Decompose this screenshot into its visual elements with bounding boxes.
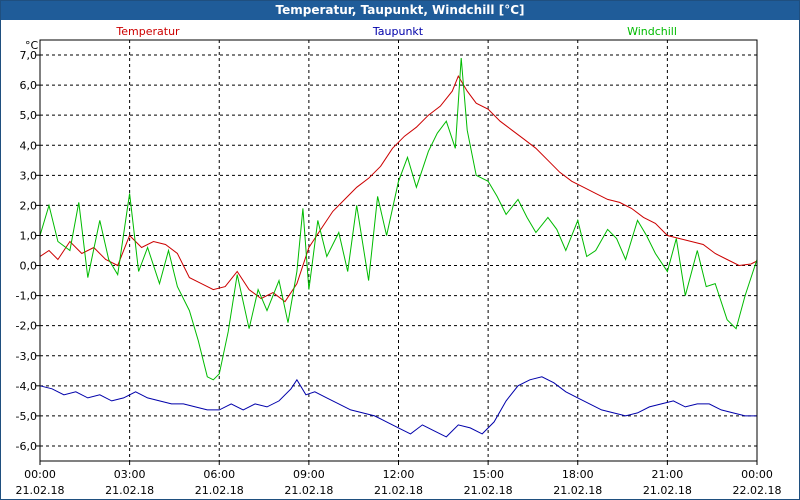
x-tick-date: 21.02.18 [643, 484, 692, 497]
y-tick-label: -1,0 [16, 290, 37, 303]
y-tick-label: -5,0 [16, 410, 37, 423]
y-tick-label: 2,0 [20, 199, 38, 212]
series-line-windchill [39, 57, 758, 381]
x-tick-time: 09:00 [293, 468, 325, 481]
x-tick-time: 15:00 [472, 468, 504, 481]
x-tick-time: 06:00 [203, 468, 235, 481]
x-tick-date: 21.02.18 [284, 484, 333, 497]
x-tick-time: 03:00 [114, 468, 146, 481]
y-tick-label: -6,0 [16, 440, 37, 453]
chart-title: Temperatur, Taupunkt, Windchill [°C] [1, 1, 799, 20]
x-tick-time: 18:00 [562, 468, 594, 481]
x-tick-date: 21.02.18 [105, 484, 154, 497]
y-tick-label: -4,0 [16, 380, 37, 393]
x-tick-date: 21.02.18 [16, 484, 65, 497]
series-line-taupunkt [39, 376, 757, 438]
legend-temperatur: Temperatur [115, 25, 180, 38]
y-tick-label: 0,0 [20, 260, 38, 273]
y-tick-label: 6,0 [20, 79, 38, 92]
x-tick-date: 22.02.18 [733, 484, 782, 497]
y-tick-label: 7,0 [20, 49, 38, 62]
series-lines [39, 57, 758, 438]
y-axis-unit: °C [25, 39, 39, 52]
legend-taupunkt: Taupunkt [372, 25, 424, 38]
x-tick-date: 21.02.18 [553, 484, 602, 497]
x-tick-date: 21.02.18 [464, 484, 513, 497]
y-tick-label: 5,0 [20, 109, 38, 122]
legend-windchill: Windchill [627, 25, 677, 38]
x-tick-time: 00:00 [741, 468, 773, 481]
x-tick-date: 21.02.18 [374, 484, 423, 497]
x-tick-time: 21:00 [652, 468, 684, 481]
y-axis: 7,0 6,0 5,0 4,0 3,0 2,0 1,0 0,0 -1,0 -2,0 -3,0 -4,0… [16, 49, 40, 453]
x-tick-time: 00:00 [24, 468, 56, 481]
x-tick-date: 21.02.18 [195, 484, 244, 497]
y-tick-label: -2,0 [16, 320, 37, 333]
y-tick-label: 1,0 [20, 229, 38, 242]
x-tick-time: 12:00 [383, 468, 415, 481]
y-tick-label: -3,0 [16, 350, 37, 363]
series-line-temperatur [39, 74, 758, 303]
y-tick-label: 3,0 [20, 169, 38, 182]
legend: Temperatur Taupunkt Windchill [115, 25, 677, 38]
y-tick-label: 4,0 [20, 139, 38, 152]
x-axis: 00:00 21.02.18 03:00 21.02.18 06:00 21.02.18 0… [16, 461, 782, 497]
